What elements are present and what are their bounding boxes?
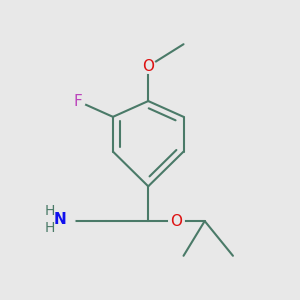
Circle shape [140,59,156,73]
Text: O: O [170,214,182,229]
Circle shape [169,214,184,228]
Text: H: H [44,204,55,218]
Text: H: H [44,221,55,235]
Text: N: N [54,212,67,227]
Text: F: F [73,94,82,109]
Circle shape [52,211,75,231]
Text: O: O [142,59,154,74]
Circle shape [70,94,86,108]
